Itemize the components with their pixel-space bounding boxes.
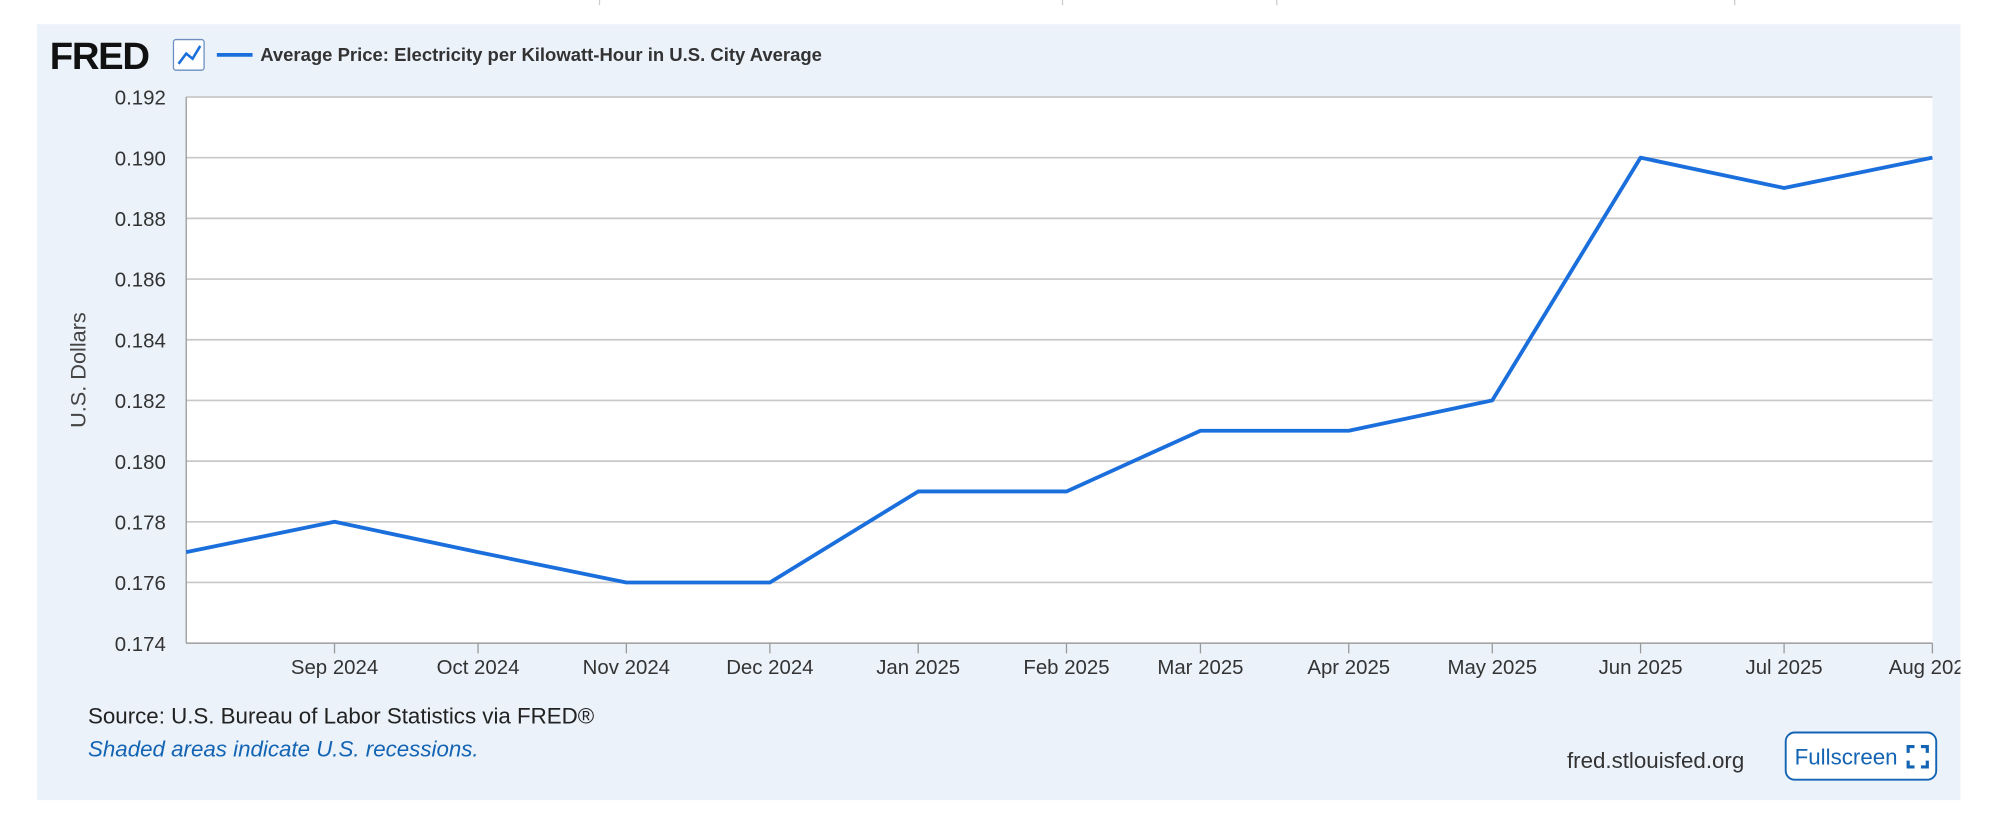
- x-tick-label: Sep 2024: [291, 657, 378, 679]
- series-line: [185, 155, 1933, 585]
- y-tick-label: 0.176: [115, 573, 166, 595]
- y-tick-label: 0.182: [115, 391, 166, 413]
- x-axis: Sep 2024 Oct 2024 Nov 2024 Dec 2024 Jan 2025…: [291, 643, 1976, 679]
- y-axis-label: U.S. Dollars: [65, 312, 90, 428]
- y-tick-label: 0.184: [115, 330, 166, 352]
- legend-label: Average Price: Electricity per Kilowatt-…: [260, 44, 822, 65]
- x-tick-label: Apr 2025: [1307, 657, 1390, 679]
- x-tick-label: Jan 2025: [876, 657, 960, 679]
- y-tick-label: 0.186: [115, 270, 166, 292]
- series: [185, 155, 1933, 585]
- x-tick-label: Oct 2024: [437, 657, 520, 679]
- x-tick-label: Feb 2025: [1023, 657, 1109, 679]
- y-tick-label: 0.192: [115, 88, 166, 110]
- y-tick-label: 0.178: [115, 512, 166, 534]
- y-tick-label: 0.188: [115, 209, 166, 231]
- x-tick-label: Aug 2025: [1889, 657, 1976, 679]
- graph-icon: [172, 38, 205, 71]
- fullscreen-button[interactable]: Fullscreen: [1784, 731, 1938, 781]
- plot-area: [186, 96, 1933, 644]
- logo: FRED: [50, 35, 150, 78]
- y-tick-label: 0.180: [115, 452, 166, 474]
- note: Shaded areas indicate U.S. recessions.: [88, 737, 479, 762]
- x-tick-label: Mar 2025: [1157, 657, 1243, 679]
- site-link[interactable]: fred.stlouisfed.org: [1567, 748, 1744, 773]
- x-tick-label: Jul 2025: [1746, 657, 1823, 679]
- fullscreen-icon[interactable]: [1906, 744, 1929, 769]
- x-tick-label: Dec 2024: [726, 657, 813, 679]
- source: Source: U.S. Bureau of Labor Statistics …: [88, 704, 595, 729]
- x-tick-label: Nov 2024: [583, 657, 670, 679]
- button-label[interactable]: Fullscreen: [1795, 744, 1898, 769]
- button-frame[interactable]: [1784, 731, 1938, 781]
- y-tick-label: 0.190: [115, 148, 166, 170]
- x-tick-label: May 2025: [1447, 657, 1537, 679]
- y-tick-label: 0.174: [115, 634, 166, 656]
- x-tick-label: Jun 2025: [1599, 657, 1683, 679]
